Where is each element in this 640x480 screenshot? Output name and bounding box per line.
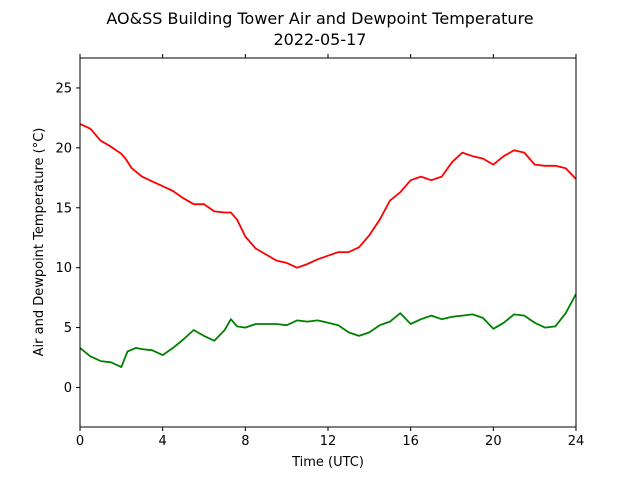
x-tick-label: 4 [159,434,167,449]
y-axis-ticks: 0 5 10 15 20 25 [55,81,80,396]
y-tick-label: 15 [55,201,72,216]
plot-lines [79,123,577,369]
chart-subtitle: 2022-05-17 [274,30,367,49]
y-axis-label: Air and Dewpoint Temperature (°C) [32,128,47,357]
plot-frame [79,57,577,428]
x-axis-ticks: 0 4 8 12 16 20 24 [76,54,584,449]
y-tick-label: 10 [55,261,72,276]
x-axis-label: Time (UTC) [291,455,364,470]
x-tick-label: 0 [76,434,84,449]
series-line-0 [79,123,577,269]
x-tick-label: 20 [485,434,502,449]
x-tick-label: 8 [241,434,249,449]
chart-title: AO&SS Building Tower Air and Dewpoint Te… [106,9,533,28]
y-tick-label: 20 [55,141,72,156]
x-tick-label: 24 [568,434,585,449]
x-tick-label: 16 [402,434,419,449]
y-tick-label: 0 [64,381,72,396]
y-tick-label: 25 [55,81,72,96]
y-tick-label: 5 [64,321,72,336]
series-line-1 [79,293,577,369]
x-tick-label: 12 [320,434,337,449]
